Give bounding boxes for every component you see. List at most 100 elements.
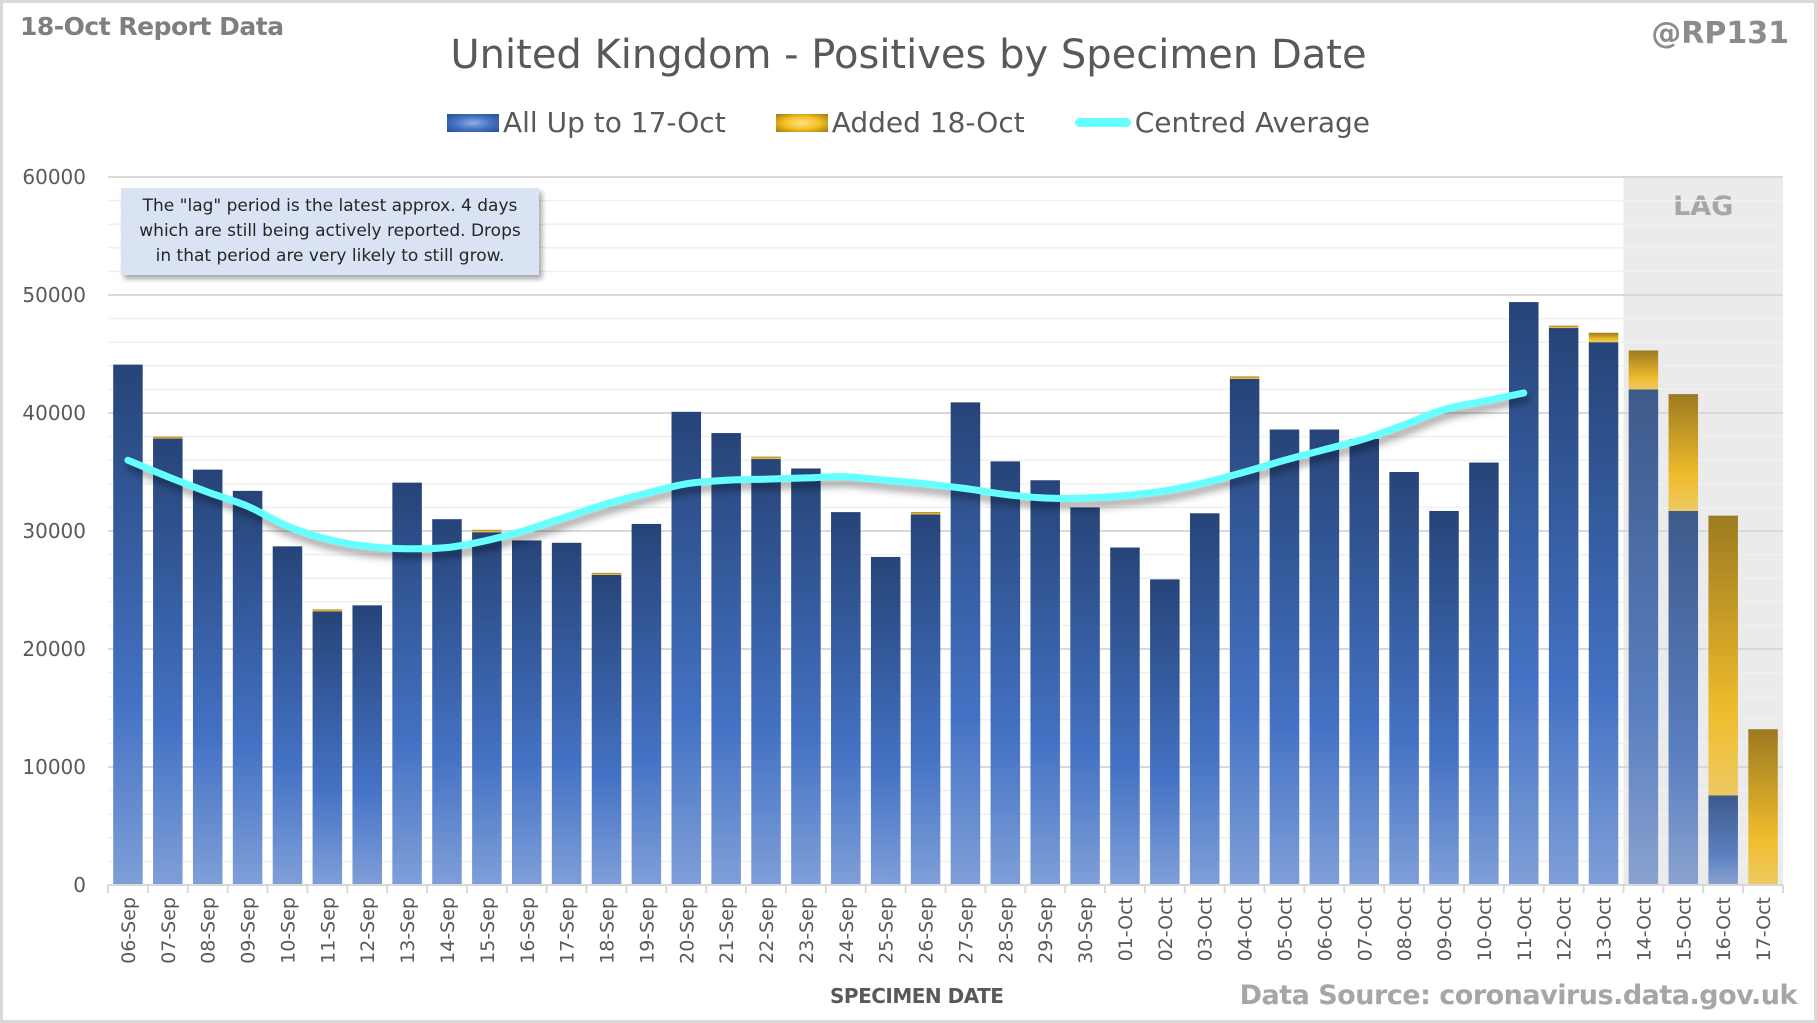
bar-previous (791, 468, 821, 885)
x-tick-label: 22-Sep (756, 897, 778, 964)
chart-title: United Kingdom - Positives by Specimen D… (450, 32, 1367, 78)
lag-note-line-1: The "lag" period is the latest approx. 4… (142, 196, 518, 216)
bar-previous (472, 532, 502, 885)
bar-added (1628, 350, 1659, 390)
legend-swatch-average (1074, 118, 1131, 127)
x-tick-label: 12-Oct (1554, 897, 1576, 961)
x-tick-label: 17-Sep (557, 897, 579, 964)
x-tick-label: 16-Oct (1713, 897, 1735, 961)
bar-previous (1708, 795, 1738, 885)
lag-label: LAG (1673, 191, 1733, 222)
x-tick-label: 19-Sep (636, 897, 658, 964)
average-line-group (124, 389, 1528, 553)
x-tick-label: 16-Sep (517, 897, 539, 964)
bar-previous (1269, 429, 1300, 885)
x-tick-label: 15-Oct (1673, 897, 1695, 961)
y-axis: 0 10000 20000 30000 40000 50000 60000 (22, 165, 86, 897)
x-tick-label: 13-Oct (1594, 897, 1616, 961)
y-tick-label: 60000 (22, 165, 86, 189)
bar-added (751, 456, 781, 460)
bar-previous (352, 605, 382, 885)
bar-added (153, 436, 183, 439)
bar-previous (671, 411, 702, 885)
legend-swatch-previous (446, 113, 499, 132)
legend-label-added: Added 18-Oct (831, 106, 1025, 139)
bar-previous (1070, 507, 1100, 885)
x-axis: 06-Sep 07-Sep 08-Sep 09-Sep 10-Sep 11-Sep 12-S… (107, 884, 1784, 964)
x-tick-label: 21-Sep (716, 897, 738, 964)
x-tick-label: 30-Sep (1075, 897, 1097, 964)
x-axis-title: SPECIMEN DATE (830, 984, 1004, 1008)
x-tick-label: 29-Sep (1035, 897, 1057, 964)
bar-previous (312, 611, 343, 885)
x-tick-label: 18-Sep (597, 897, 619, 964)
x-tick-label: 20-Sep (676, 897, 698, 964)
author-handle: @RP131 (1651, 16, 1789, 51)
bar-previous (192, 469, 223, 885)
bar-previous (1389, 472, 1419, 885)
legend-item-previous: All Up to 17-Oct (446, 106, 726, 139)
bar-previous (113, 364, 143, 885)
x-tick-label: 07-Oct (1354, 897, 1376, 961)
bar-previous (910, 514, 941, 885)
legend-item-added: Added 18-Oct (775, 106, 1025, 139)
bar-added (1548, 325, 1579, 329)
x-tick-label: 07-Sep (158, 897, 180, 964)
bar-previous (990, 461, 1021, 885)
bar-added (312, 609, 343, 612)
x-tick-label: 03-Oct (1195, 897, 1217, 961)
x-tick-label: 10-Sep (277, 897, 299, 964)
x-tick-label: 06-Oct (1314, 897, 1336, 961)
bar-previous (392, 482, 422, 885)
legend-label-previous: All Up to 17-Oct (502, 106, 726, 139)
bar-added (1229, 376, 1260, 379)
x-tick-label: 13-Sep (397, 897, 419, 964)
x-tick-label: 14-Oct (1633, 897, 1655, 961)
bar-added (1708, 515, 1738, 796)
x-tick-label: 01-Oct (1115, 897, 1137, 961)
bar-previous (511, 540, 542, 885)
bar-previous (153, 437, 183, 885)
bar-previous (831, 512, 861, 885)
x-tick-label: 28-Sep (995, 897, 1017, 964)
x-tick-label: 11-Sep (317, 897, 339, 964)
y-tick-label: 20000 (22, 637, 86, 661)
bar-previous (1668, 510, 1699, 885)
x-tick-label: 02-Oct (1155, 897, 1177, 961)
bar-previous (1309, 429, 1340, 885)
bar-previous (272, 546, 303, 885)
bar-previous (631, 523, 662, 885)
x-tick-label: 11-Oct (1514, 897, 1536, 961)
legend: All Up to 17-Oct Added 18-Oct Centred Av… (0, 106, 1817, 139)
legend-item-average: Centred Average (1074, 106, 1370, 139)
bar-previous (1229, 378, 1260, 885)
legend-swatch-added (775, 113, 828, 132)
x-tick-label: 08-Oct (1394, 897, 1416, 961)
bar-added (1588, 332, 1619, 343)
bar-previous (870, 556, 901, 885)
bar-added (1748, 729, 1778, 885)
bar-previous (1189, 513, 1220, 885)
x-tick-label: 04-Oct (1235, 897, 1257, 961)
x-tick-label: 09-Oct (1434, 897, 1456, 961)
bar-previous (1349, 438, 1380, 885)
x-tick-label: 12-Sep (357, 897, 379, 964)
bar-previous (1588, 342, 1619, 885)
bar-previous (1030, 480, 1060, 885)
bar-previous (950, 402, 981, 885)
bar-added (472, 529, 502, 533)
lag-note-line-2: which are still being actively reported.… (139, 221, 521, 241)
average-line (124, 389, 1528, 553)
bar-previous (711, 433, 741, 885)
x-tick-label: 23-Sep (796, 897, 818, 964)
bar-previous (1150, 579, 1180, 885)
y-tick-label: 50000 (22, 283, 86, 307)
x-tick-label: 25-Sep (876, 897, 898, 964)
lag-note: The "lag" period is the latest approx. 4… (121, 188, 539, 275)
x-tick-label: 17-Oct (1753, 897, 1775, 961)
y-tick-label: 0 (73, 873, 86, 897)
x-tick-label: 10-Oct (1474, 897, 1496, 961)
bar-previous (591, 574, 622, 885)
bar-previous (1469, 462, 1499, 885)
